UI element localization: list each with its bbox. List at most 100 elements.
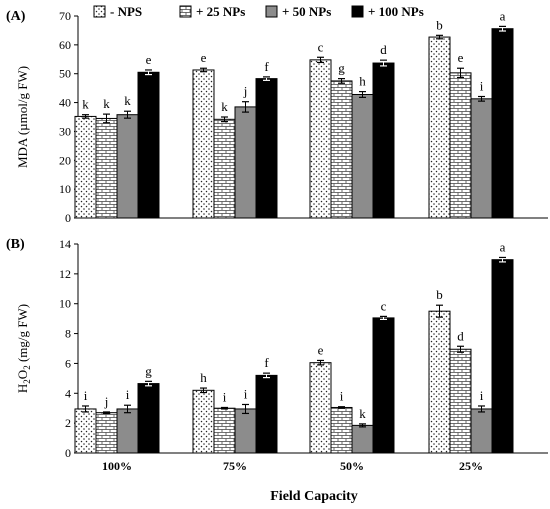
significance-letter: c [318, 39, 324, 54]
panel-h2o2: (B) 0 2 4 6 8 10 12 14 H2O2 (mg/g FW) 100% 75% 50% 25… [6, 237, 548, 473]
significance-letter: k [359, 406, 366, 421]
x-tick-label: 25% [459, 459, 483, 473]
legend-label-25nps: + 25 NPs [196, 4, 245, 19]
bar-25nps [95, 117, 118, 219]
legend-swatch-50nps [265, 5, 278, 18]
significance-letter: i [223, 389, 227, 404]
bar-25nps [330, 80, 353, 219]
bar-100nps [372, 317, 395, 454]
significance-letter: e [318, 342, 324, 357]
significance-letter: g [338, 61, 345, 76]
bar-50nps [351, 93, 374, 219]
x-tick-label: 75% [223, 459, 247, 473]
significance-letter: a [500, 239, 506, 254]
panel-label: (A) [6, 9, 26, 24]
legend-swatch-25nps [179, 5, 192, 18]
y-tick-label: 12 [59, 267, 71, 281]
significance-letter: f [264, 355, 269, 370]
y-tick-label: 50 [59, 67, 71, 81]
y-axis-title: MDA (µmol/g FW) [15, 66, 30, 168]
significance-letter: h [200, 370, 207, 385]
bar-100nps [137, 383, 160, 454]
bar-nps [192, 389, 215, 454]
significance-letter: i [340, 389, 344, 404]
y-tick-label: 10 [59, 182, 71, 196]
y-tick-label: 40 [59, 96, 71, 110]
legend-swatch-nps [93, 5, 106, 18]
bar-25nps [213, 118, 236, 219]
significance-letter: b [436, 287, 443, 302]
significance-letter: e [201, 50, 207, 65]
y-tick-label: 8 [65, 327, 71, 341]
legend-swatch-100nps [351, 5, 364, 18]
significance-letter: i [126, 387, 130, 402]
bar-25nps [449, 72, 472, 219]
bar-100nps [372, 62, 395, 219]
y-axis-title: H2O2 (mg/g FW) [15, 304, 32, 393]
bar-100nps [255, 374, 278, 454]
y-tick-label: 30 [59, 124, 71, 138]
significance-letter: j [243, 84, 248, 99]
bar-nps [428, 36, 451, 219]
significance-letter: k [82, 97, 89, 112]
y-tick-label: 70 [59, 9, 71, 23]
bar-25nps [213, 407, 236, 454]
y-tick-label: 10 [59, 297, 71, 311]
significance-letter: c [381, 298, 387, 313]
bar-25nps [449, 348, 472, 454]
bar-nps [74, 408, 97, 454]
x-tick-label: 100% [102, 459, 132, 473]
significance-letter: e [146, 52, 152, 67]
panel-label: (B) [6, 237, 25, 252]
bar-nps [192, 69, 215, 219]
significance-letter: i [480, 388, 484, 403]
legend-label-nps: - NPS [110, 4, 142, 19]
y-tick-label: 60 [59, 38, 71, 52]
legend-label-100nps: + 100 NPs [368, 4, 424, 19]
y-tick-label: 14 [59, 237, 71, 251]
bar-100nps [491, 28, 514, 219]
significance-letter: j [104, 394, 109, 409]
significance-letter: h [359, 74, 366, 89]
y-tick-label: 20 [59, 153, 71, 167]
legend-label-50nps: + 50 NPs [282, 4, 331, 19]
significance-letter: i [480, 79, 484, 94]
legend: - NPS + 25 NPs + 50 NPs + 100 NPs [93, 4, 424, 19]
bar-100nps [491, 259, 514, 454]
bar-25nps [95, 412, 118, 454]
bar-50nps [116, 408, 139, 454]
y-tick-label: 0 [65, 211, 71, 225]
bar-50nps [470, 408, 493, 454]
bar-50nps [234, 106, 257, 219]
bar-nps [309, 362, 332, 454]
bar-nps [74, 115, 97, 219]
significance-letter: f [264, 59, 269, 74]
significance-letter: k [124, 93, 131, 108]
bar-100nps [137, 71, 160, 219]
bar-100nps [255, 78, 278, 219]
significance-letter: a [500, 8, 506, 23]
significance-letter: e [458, 50, 464, 65]
bar-nps [428, 310, 451, 454]
bar-50nps [234, 408, 257, 454]
bar-50nps [116, 114, 139, 219]
significance-letter: b [436, 17, 443, 32]
bar-50nps [470, 98, 493, 219]
y-tick-label: 2 [65, 416, 71, 430]
y-tick-label: 0 [65, 446, 71, 460]
significance-letter: i [244, 386, 248, 401]
significance-letter: k [221, 99, 228, 114]
significance-letter: d [457, 328, 464, 343]
y-tick-label: 6 [65, 356, 71, 370]
bar-25nps [330, 406, 353, 454]
significance-letter: k [103, 96, 110, 111]
x-tick-label: 50% [340, 459, 364, 473]
bar-nps [309, 59, 332, 219]
significance-letter: d [380, 42, 387, 57]
y-tick-label: 4 [65, 386, 71, 400]
significance-letter: i [84, 388, 88, 403]
bar-50nps [351, 424, 374, 454]
x-axis-title: Field Capacity [270, 489, 358, 504]
